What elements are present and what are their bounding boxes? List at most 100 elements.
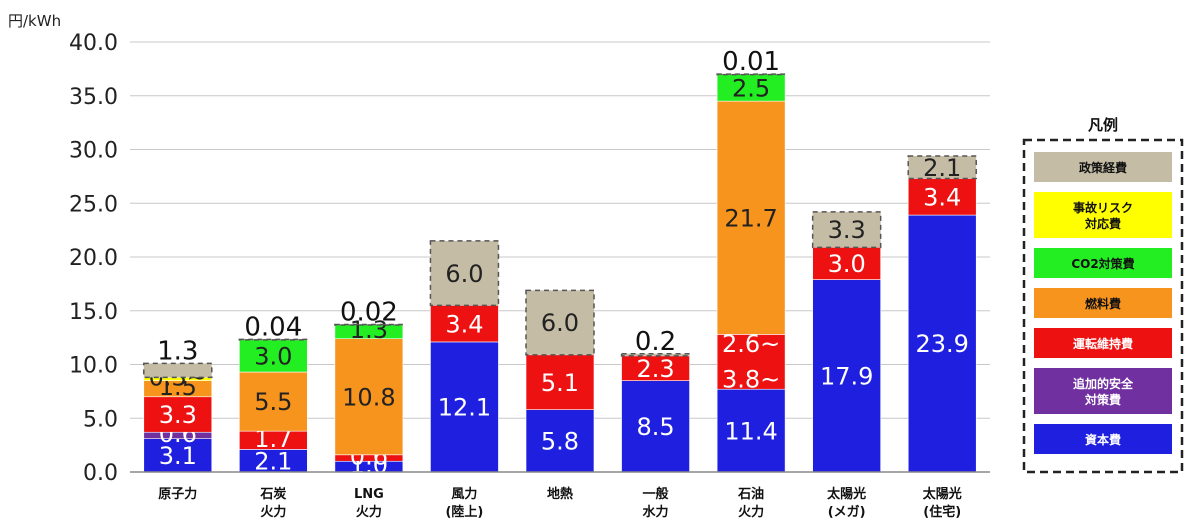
bar-segment [334, 338, 404, 456]
bar-segment [716, 388, 786, 473]
legend-item-label: 追加的安全 [1073, 376, 1134, 391]
legend-item-label: 対応費 [1084, 216, 1121, 231]
legend-title: 凡例 [1088, 116, 1118, 134]
legend-frame [1022, 138, 1184, 474]
category-label: 太陽光 [922, 486, 962, 502]
annotation-label: 3.8~ [722, 366, 780, 394]
bar-segment [621, 380, 690, 473]
segment-label: 5.5 [254, 388, 292, 416]
legend-item-label: 事故リスク [1073, 200, 1133, 215]
segment-label: 5.8 [541, 427, 579, 455]
category-label: 石油 [737, 486, 764, 502]
bar-segment [716, 100, 786, 335]
legend-swatch [1034, 368, 1172, 414]
y-tick-label: 25.0 [69, 192, 118, 217]
bar-segment [239, 339, 308, 373]
segment-label: 11.4 [724, 417, 777, 445]
segment-label: 3.3 [159, 401, 197, 429]
bar-segment [621, 355, 690, 381]
segment-label: 3.0 [254, 343, 292, 371]
segment-label: 3.1 [159, 442, 197, 470]
segment-label: 1.3 [350, 316, 388, 344]
legend-swatch [1034, 288, 1172, 318]
segment-label: 6.0 [541, 309, 579, 337]
y-tick-label: 30.0 [69, 139, 118, 164]
segment-label: 12.1 [438, 394, 491, 422]
segment-label: 3.4 [445, 310, 483, 338]
legend-item-label: 運転維持費 [1073, 336, 1133, 351]
segment-label: 21.7 [724, 204, 777, 232]
bar-segment [238, 338, 309, 341]
bar-segment [812, 279, 881, 473]
legend-swatch [1034, 328, 1172, 358]
category-label: (陸上) [445, 504, 483, 520]
segment-label: 17.9 [820, 362, 873, 390]
segment-label: 8.5 [636, 413, 674, 441]
y-tick-label: 15.0 [69, 300, 118, 325]
y-tick-label: 10.0 [69, 354, 118, 379]
y-tick-label: 0.0 [83, 461, 118, 486]
bar-segment [811, 211, 882, 249]
bar-segment [620, 353, 691, 357]
legend-item-label: CO2対策費 [1071, 256, 1134, 271]
total-label: 1.3 [157, 336, 198, 366]
category-label: 水力 [643, 504, 669, 520]
total-label: 0.2 [635, 327, 676, 357]
y-tick-label: 20.0 [69, 246, 118, 271]
segment-label: 23.9 [916, 330, 969, 358]
bar-segment [143, 396, 213, 433]
segment-label: 6.0 [445, 260, 483, 288]
legend-item-label: 燃料費 [1085, 296, 1121, 311]
category-label: 火力 [356, 504, 382, 520]
category-label: 風力 [451, 486, 477, 502]
bar-segment [430, 305, 499, 343]
bar-segment [525, 354, 595, 410]
category-label: (住宅) [923, 504, 961, 520]
legend-swatch [1034, 152, 1172, 182]
bar-segment [430, 341, 499, 473]
segment-label: 2.5 [732, 74, 770, 102]
total-label: 0.04 [244, 312, 302, 342]
segment-label: 10.8 [342, 383, 395, 411]
legend-swatch [1034, 192, 1172, 238]
segment-label: 5.1 [541, 369, 579, 397]
category-label: LNG [354, 487, 384, 502]
bar-segment [716, 73, 786, 76]
bar-segment [525, 289, 595, 356]
bar-segment [907, 178, 977, 216]
bars: 3.10.63.31.50.3~1.32.11.75.53.00.041.00.… [143, 47, 977, 479]
segment-label: 3.0 [828, 250, 866, 278]
category-label: 一般 [643, 486, 669, 502]
category-label: 原子力 [158, 486, 197, 502]
y-tick-label: 35.0 [69, 85, 118, 110]
bar-segment [143, 362, 213, 379]
category-label: 火力 [738, 504, 764, 520]
segment-label: 3.3 [828, 216, 866, 244]
category-label: 火力 [260, 504, 286, 520]
bar-segment [334, 323, 404, 326]
bar-segment [907, 214, 977, 473]
bar-segment [525, 409, 595, 473]
category-label: 石炭 [259, 486, 286, 502]
segment-label: 3.4 [923, 183, 961, 211]
total-label: 0.01 [722, 47, 780, 77]
y-tick-label: 40.0 [69, 31, 118, 56]
bar-segment [907, 155, 977, 180]
annotation-label: 2.6~ [722, 330, 780, 358]
legend-item-label: 対策費 [1084, 392, 1121, 407]
bar-segment [716, 73, 786, 102]
legend-item-label: 政策経費 [1079, 160, 1127, 175]
segment-label: 2.1 [254, 447, 292, 475]
category-label: 地熱 [547, 486, 573, 502]
y-tick-label: 5.0 [83, 407, 118, 432]
total-label: 0.02 [340, 298, 398, 328]
y-axis-ticks: 0.0 5.0 10.0 15.0 20.0 25.0 30.0 35.0 40.0 [69, 31, 118, 486]
bar-segment [429, 240, 500, 307]
bar-segment [239, 371, 308, 432]
unit-label: 円/kWh [8, 12, 61, 30]
legend-item-label: 資本費 [1085, 432, 1121, 447]
segment-label: 2.1 [923, 154, 961, 182]
